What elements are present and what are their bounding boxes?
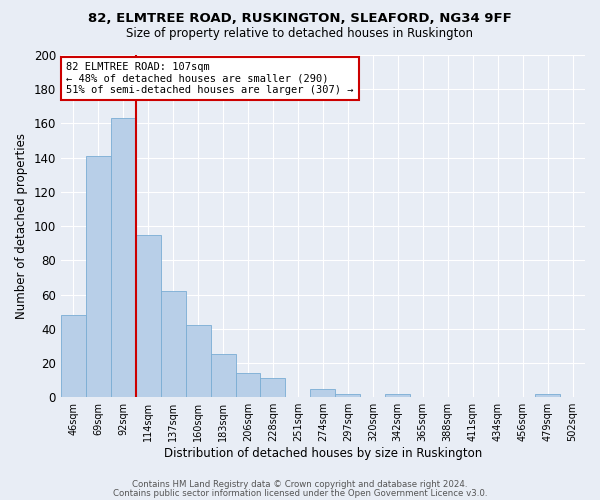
Bar: [61, 315, 86, 397]
Bar: [535, 394, 560, 397]
Bar: [385, 394, 410, 397]
X-axis label: Distribution of detached houses by size in Ruskington: Distribution of detached houses by size …: [164, 447, 482, 460]
Text: 82, ELMTREE ROAD, RUSKINGTON, SLEAFORD, NG34 9FF: 82, ELMTREE ROAD, RUSKINGTON, SLEAFORD, …: [88, 12, 512, 26]
Bar: [161, 291, 185, 397]
Bar: [310, 388, 335, 397]
Text: 82 ELMTREE ROAD: 107sqm
← 48% of detached houses are smaller (290)
51% of semi-d: 82 ELMTREE ROAD: 107sqm ← 48% of detache…: [66, 62, 353, 95]
Text: Size of property relative to detached houses in Ruskington: Size of property relative to detached ho…: [127, 28, 473, 40]
Text: Contains HM Land Registry data © Crown copyright and database right 2024.: Contains HM Land Registry data © Crown c…: [132, 480, 468, 489]
Bar: [236, 374, 260, 397]
Bar: [111, 118, 136, 397]
Bar: [185, 326, 211, 397]
Bar: [335, 394, 361, 397]
Bar: [136, 234, 161, 397]
Bar: [211, 354, 236, 397]
Text: Contains public sector information licensed under the Open Government Licence v3: Contains public sector information licen…: [113, 488, 487, 498]
Y-axis label: Number of detached properties: Number of detached properties: [15, 133, 28, 319]
Bar: [260, 378, 286, 397]
Bar: [86, 156, 111, 397]
